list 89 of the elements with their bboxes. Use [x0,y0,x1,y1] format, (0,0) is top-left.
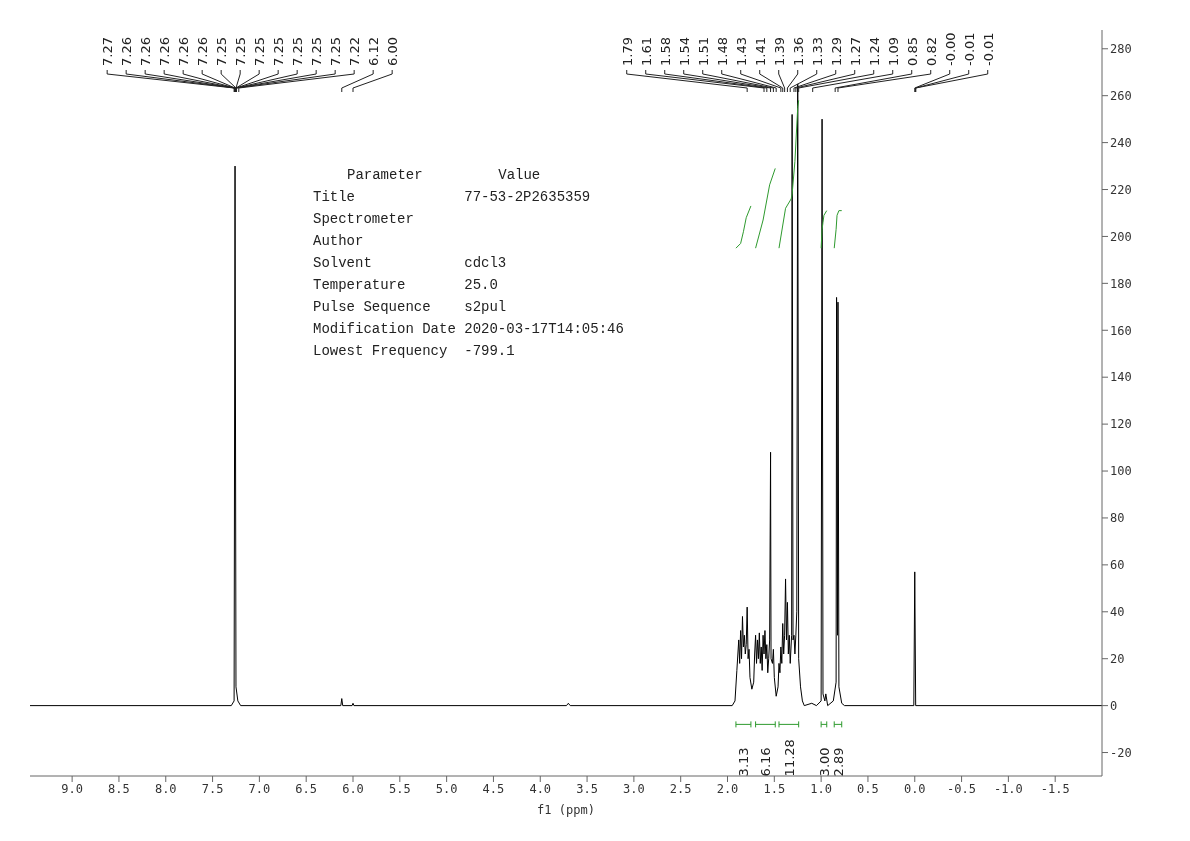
annotation: 1.33 [809,37,825,66]
annotation: Author [313,232,365,251]
annotation: 1.29 [828,37,844,66]
annotation: 7.26 [138,37,154,66]
annotation: 3.13 [736,747,752,777]
x-tick-label: 6.0 [342,781,364,796]
annotation: 1.48 [714,37,730,66]
annotation: 7.25 [328,37,344,66]
y-tick-label: -20 [1110,745,1132,760]
annotation: Temperature 25.0 [313,276,499,295]
annotation: Title 77-53-2P2635359 [313,188,592,207]
y-tick-label: 60 [1110,558,1125,573]
annotation: 7.26 [119,37,135,66]
annotation: 7.26 [195,37,211,66]
x-tick-label: 7.5 [201,781,224,796]
annotation: 6.16 [758,747,774,777]
annotation: 0.82 [923,37,939,66]
x-tick-label: 5.5 [388,781,411,796]
y-tick-label: 120 [1110,417,1132,432]
x-tick-label: -1.5 [1040,781,1070,796]
annotation: 1.36 [790,37,806,66]
x-tick-label: 3.5 [576,781,598,796]
annotation: 3.00 [816,747,832,777]
y-tick-label: 240 [1110,135,1132,150]
y-tick-label: 220 [1110,182,1132,197]
annotation: 6.12 [366,37,382,66]
annotation: Spectrometer [313,210,415,229]
x-tick-label: 5.0 [435,781,458,796]
y-tick-label: 140 [1110,370,1132,385]
annotation: 1.51 [695,37,711,66]
x-tick-label: 2.0 [716,781,739,796]
annotation: 1.09 [885,37,901,66]
annotation: 7.25 [233,37,249,66]
annotation: Parameter Value [346,166,542,185]
x-tick-label: -1.0 [993,781,1023,796]
annotation: 7.25 [252,37,268,66]
annotation: Solvent cdcl3 [313,254,508,273]
annotation: 1.41 [752,37,768,66]
y-tick-label: 160 [1110,323,1132,338]
x-tick-label: 8.0 [154,781,177,796]
y-tick-label: 80 [1110,511,1125,526]
y-tick-label: 200 [1110,229,1132,244]
y-tick-label: 280 [1110,42,1132,57]
annotation: 11.28 [781,739,797,777]
annotation: 7.26 [176,37,192,66]
x-tick-label: 1.0 [810,781,832,796]
x-tick-label: 0.5 [857,781,879,796]
x-axis-title: f1 (ppm) [537,803,595,817]
annotation: 7.25 [290,37,306,66]
annotation: 1.61 [638,37,654,66]
y-tick-label: 180 [1110,276,1132,291]
annotation: 7.26 [157,37,173,66]
x-tick-label: 0.0 [903,781,926,796]
x-tick-label: 9.0 [61,781,83,796]
y-tick-label: 100 [1110,464,1132,479]
annotation: 0.85 [904,37,920,66]
annotation: -0.01 [961,32,977,66]
annotation: 1.43 [733,37,749,66]
x-tick-label: -0.5 [947,781,977,796]
x-tick-label: 4.0 [529,781,552,796]
x-tick-label: 3.0 [623,781,645,796]
annotation: -0.00 [942,32,958,66]
y-tick-label: 260 [1110,88,1132,103]
x-tick-label: 6.5 [295,781,318,796]
annotation: 6.00 [385,37,401,66]
x-tick-label: 4.5 [482,781,505,796]
annotation: 7.22 [347,37,363,66]
annotation: Pulse Sequence s2pul [313,298,508,317]
x-tick-label: 7.0 [248,781,271,796]
annotation: 7.27 [100,37,116,66]
annotation: 7.25 [271,37,287,66]
annotation: 1.27 [847,37,863,66]
annotation: 1.24 [866,37,882,66]
annotation: 1.79 [619,37,635,66]
y-tick-label: 0 [1110,698,1118,713]
annotation: 1.58 [657,37,673,66]
x-tick-label: 1.5 [763,781,786,796]
x-tick-label: 8.5 [108,781,130,796]
y-tick-label: 40 [1110,605,1125,620]
annotation: 7.25 [214,37,230,66]
annotation: -0.01 [980,32,996,66]
annotation: 1.54 [676,37,692,66]
annotation: 7.25 [309,37,325,66]
x-tick-label: 2.5 [669,781,692,796]
annotation: 1.39 [771,37,787,66]
annotation: Lowest Frequency -799.1 [313,342,516,361]
annotation: Modification Date 2020-03-17T14:05:46 [313,320,624,339]
annotation: 2.89 [830,747,846,777]
y-tick-label: 20 [1110,651,1125,666]
